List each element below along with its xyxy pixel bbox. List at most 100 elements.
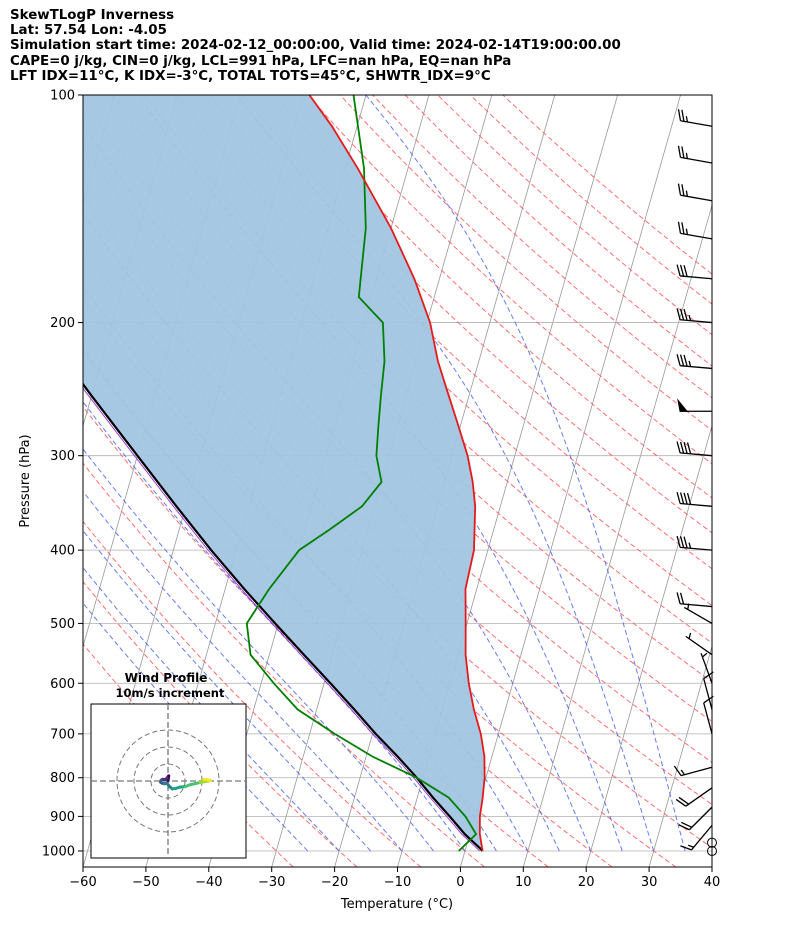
wind-barb bbox=[676, 354, 713, 370]
y-tick-label: 500 bbox=[50, 617, 75, 632]
dry-adiabat bbox=[209, 95, 712, 570]
barb-feather bbox=[680, 845, 692, 851]
dry-adiabat bbox=[83, 580, 358, 867]
x-axis-label: Temperature (°C) bbox=[340, 897, 453, 912]
dry-adiabat bbox=[83, 643, 294, 867]
wind-barb bbox=[677, 183, 713, 202]
barb-feather bbox=[679, 492, 685, 504]
barb-shaft bbox=[683, 606, 713, 624]
barb-shaft bbox=[680, 546, 713, 551]
x-tick-label: −10 bbox=[384, 875, 411, 890]
barb-feather bbox=[677, 145, 682, 158]
x-tick-label: −60 bbox=[69, 875, 96, 890]
dry-adiabat bbox=[83, 520, 422, 867]
moist-adiabat bbox=[365, 95, 686, 852]
barb-feather bbox=[676, 592, 681, 604]
barb-half-feather bbox=[685, 190, 689, 197]
barb-shaft bbox=[688, 806, 713, 831]
barb-feather bbox=[679, 441, 685, 454]
barb-shaft bbox=[680, 502, 713, 507]
wind-barb bbox=[676, 264, 713, 280]
barb-shaft bbox=[703, 678, 713, 710]
barb-feather bbox=[686, 442, 692, 454]
wind-barb bbox=[703, 695, 714, 735]
hodograph-layer bbox=[91, 704, 246, 858]
x-tick-label: −20 bbox=[321, 875, 348, 890]
barb-feather bbox=[676, 354, 681, 366]
x-tick-label: 0 bbox=[456, 875, 464, 890]
barb-shaft bbox=[680, 452, 713, 457]
barb-feather bbox=[681, 184, 685, 196]
y-tick-label: 100 bbox=[50, 89, 75, 104]
wind-barb bbox=[677, 221, 713, 240]
x-tick-label: 40 bbox=[704, 875, 721, 890]
wind-barb bbox=[707, 837, 717, 848]
barb-feather bbox=[686, 492, 692, 505]
barb-shaft bbox=[680, 194, 713, 202]
barb-shaft bbox=[680, 766, 713, 777]
temperature-line bbox=[308, 95, 486, 852]
y-tick-label: 200 bbox=[50, 316, 75, 331]
moist-adiabat bbox=[83, 566, 340, 852]
barb-feather bbox=[678, 796, 690, 805]
parcel-fill-area bbox=[83, 95, 485, 851]
moist-adiabat bbox=[83, 123, 592, 852]
y-axis-label: Pressure (hPa) bbox=[18, 434, 33, 527]
x-tick-label: −50 bbox=[132, 875, 159, 890]
axis-layer: −60 −50 −40 −30 −20 −10 0 10 20 30 40 100 200 300 400 5… bbox=[42, 89, 720, 891]
x-tick-label: 10 bbox=[515, 875, 532, 890]
inset-title: Wind Profile bbox=[125, 671, 208, 685]
barb-feather bbox=[677, 221, 682, 234]
barb-feather bbox=[678, 824, 690, 831]
barb-half-feather bbox=[688, 632, 692, 639]
dry-adiabat bbox=[83, 297, 677, 867]
barb-half-feather bbox=[688, 314, 692, 321]
moist-adiabat bbox=[83, 490, 403, 852]
barb-feather bbox=[681, 109, 685, 122]
barb-feather bbox=[679, 592, 685, 605]
barb-shaft bbox=[685, 635, 713, 656]
barb-feather bbox=[676, 308, 681, 320]
wind-barb bbox=[673, 765, 713, 777]
y-tick-label: 900 bbox=[50, 810, 75, 825]
hodograph-inset: Wind Profile 10m/s increment bbox=[90, 671, 247, 859]
dry-adiabat bbox=[502, 95, 712, 275]
barb-shaft bbox=[680, 120, 713, 127]
barb-half-feather bbox=[702, 652, 708, 658]
dry-adiabat bbox=[437, 95, 712, 336]
dry-adiabat bbox=[176, 95, 712, 607]
parcel-line bbox=[83, 382, 484, 852]
barb-shaft bbox=[680, 156, 713, 164]
isotherm bbox=[711, 865, 712, 867]
wind-barb bbox=[676, 308, 713, 324]
wind-barb bbox=[676, 492, 713, 507]
isotherm bbox=[460, 95, 681, 867]
barb-feather bbox=[679, 308, 685, 321]
barb-feather bbox=[677, 109, 682, 121]
barb-feather bbox=[673, 765, 682, 776]
moist-adiabat bbox=[83, 602, 309, 852]
barb-half-feather bbox=[685, 116, 689, 123]
dry-adiabat bbox=[83, 351, 613, 867]
barb-feather bbox=[676, 441, 681, 454]
barb-half-feather bbox=[680, 769, 686, 776]
barb-feather bbox=[683, 442, 688, 454]
y-tick-label: 400 bbox=[50, 544, 75, 559]
chart-header: SkewTLogP Inverness Lat: 57.54 Lon: -4.0… bbox=[10, 8, 621, 84]
wind-barb bbox=[676, 535, 713, 551]
wind-barb bbox=[685, 632, 713, 656]
stability-line: CAPE=0 j/kg, CIN=0 j/kg, LCL=991 hPa, LF… bbox=[10, 53, 512, 69]
barb-feather bbox=[681, 222, 685, 235]
x-tick-label: 20 bbox=[578, 875, 595, 890]
y-tick-label: 800 bbox=[50, 771, 75, 786]
isotherm bbox=[775, 88, 794, 867]
wind-barb bbox=[677, 109, 713, 127]
moist-adiabat bbox=[83, 529, 371, 852]
y-tick-label: 600 bbox=[50, 677, 75, 692]
barb-shaft bbox=[680, 365, 713, 370]
barb-feather bbox=[676, 492, 681, 504]
barb-half-feather bbox=[685, 152, 689, 159]
time-line: Simulation start time: 2024-02-12_00:00:… bbox=[10, 38, 621, 54]
dry-adiabat bbox=[307, 95, 712, 465]
